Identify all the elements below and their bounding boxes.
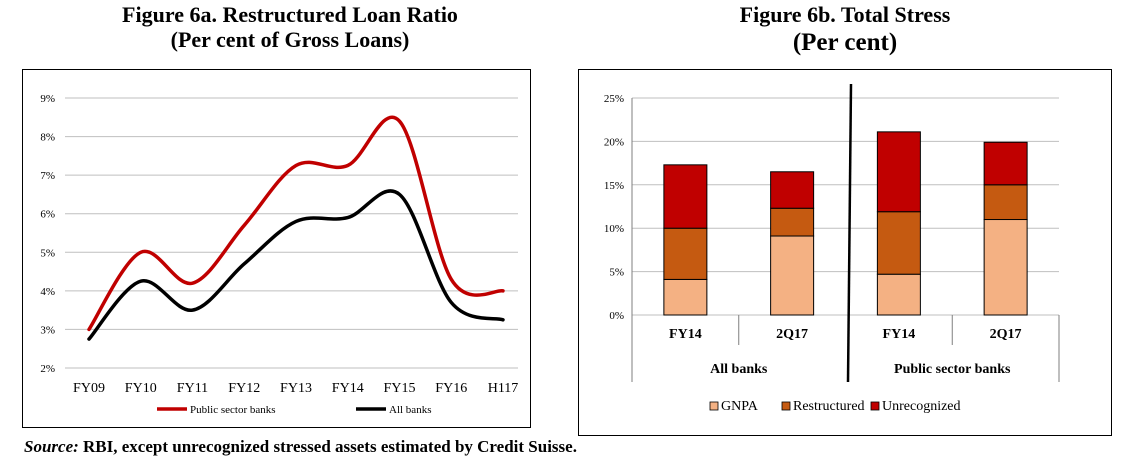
y-tick-label-a: 8% xyxy=(40,132,55,144)
series-line-all-banks xyxy=(87,189,505,341)
bar-segment-unrecognized xyxy=(983,141,1028,186)
series-line-public-sector-banks xyxy=(87,115,505,332)
source-text: RBI, except unrecognized stressed assets… xyxy=(78,437,577,456)
legend-label-all-banks: All banks xyxy=(389,404,431,416)
legend-swatch-gnpa xyxy=(709,401,719,411)
legend-label-unrecognized: Unrecognized xyxy=(882,399,961,414)
figure-6b-title-line2: (Per cent) xyxy=(792,29,898,57)
figure-6b-panel: 0% 5% 10% 15% 20% 25% FY14 2Q17 FY14 2Q17 All bank… xyxy=(578,69,1112,436)
x-tick-label-b: FY14 xyxy=(883,327,916,342)
y-tick-label-b: 0% xyxy=(609,310,624,322)
y-tick-label-a: 2% xyxy=(40,363,55,375)
figure-6a-title-line2: (Per cent of Gross Loans) xyxy=(170,27,410,53)
x-tick-label-a: FY16 xyxy=(435,381,467,396)
bar-segment-restructured xyxy=(876,211,921,275)
x-tick-label-b: 2Q17 xyxy=(990,327,1022,342)
bar-segment-unrecognized xyxy=(663,164,708,229)
x-tick-label-a: FY14 xyxy=(332,381,364,396)
figure-6a-chart: 2% 3% 4% 5% 6% 7% 8% 9% FY09 FY10 FY11 FY12 FY13 FY14… xyxy=(40,93,519,416)
figure-6b-title: Figure 6b. Total Stress (Per cent) xyxy=(575,2,1115,58)
bar-segment-gnpa xyxy=(663,278,708,316)
figure-6a-title-line1: Figure 6a. Restructured Loan Ratio xyxy=(122,2,458,27)
y-tick-label-b: 20% xyxy=(604,136,624,148)
y-tick-label-a: 7% xyxy=(40,170,55,182)
y-tick-label-a: 9% xyxy=(40,93,55,105)
x-tick-label-a: FY09 xyxy=(73,381,105,396)
group-label-b: Public sector banks xyxy=(894,362,1011,377)
figure-6a-title: Figure 6a. Restructured Loan Ratio (Per … xyxy=(20,2,560,53)
y-tick-label-b: 25% xyxy=(604,93,624,105)
x-tick-label-a: FY13 xyxy=(280,381,312,396)
bar-segment-unrecognized xyxy=(770,171,815,209)
figure-6a-panel: 2% 3% 4% 5% 6% 7% 8% 9% FY09 FY10 FY11 FY12 FY13 FY14… xyxy=(22,69,531,428)
source-label: Source: xyxy=(24,437,79,456)
bar-segment-gnpa xyxy=(983,219,1028,316)
y-tick-label-b: 5% xyxy=(609,267,624,279)
x-tick-label-a: H117 xyxy=(488,381,519,396)
group-separator-line xyxy=(846,83,853,383)
legend-swatch-restructured xyxy=(781,401,791,411)
y-tick-label-a: 4% xyxy=(40,286,55,298)
x-tick-label-a: FY12 xyxy=(228,381,260,396)
bar-segment-restructured xyxy=(663,227,708,280)
legend-label-gnpa: GNPA xyxy=(721,399,759,414)
figure-6b-title-line1: Figure 6b. Total Stress xyxy=(739,2,951,27)
y-tick-label-b: 15% xyxy=(604,180,624,192)
x-tick-label-a: FY11 xyxy=(177,381,208,396)
x-tick-label-b: FY14 xyxy=(669,327,702,342)
y-tick-label-a: 5% xyxy=(40,247,55,259)
legend-label-restructured: Restructured xyxy=(793,399,865,414)
bar-segment-gnpa xyxy=(770,235,815,316)
y-tick-label-b: 10% xyxy=(604,223,624,235)
bar-segment-unrecognized xyxy=(876,131,921,213)
group-label-b: All banks xyxy=(710,362,768,377)
x-tick-label-a: FY10 xyxy=(125,381,157,396)
y-tick-label-a: 6% xyxy=(40,209,55,221)
figure-6b-chart: 0% 5% 10% 15% 20% 25% FY14 2Q17 FY14 2Q17 All bank… xyxy=(604,83,1060,414)
x-tick-label-a: FY15 xyxy=(384,381,416,396)
source-note: Source: RBI, except unrecognized stresse… xyxy=(24,437,577,457)
bar-segment-gnpa xyxy=(876,273,921,316)
legend-swatch-unrecognized xyxy=(870,401,880,411)
bar-segment-restructured xyxy=(983,184,1028,221)
x-tick-label-b: 2Q17 xyxy=(776,327,808,342)
y-tick-label-a: 3% xyxy=(40,324,55,336)
bar-segment-restructured xyxy=(770,207,815,237)
legend-label-public-sector-banks: Public sector banks xyxy=(190,404,276,416)
